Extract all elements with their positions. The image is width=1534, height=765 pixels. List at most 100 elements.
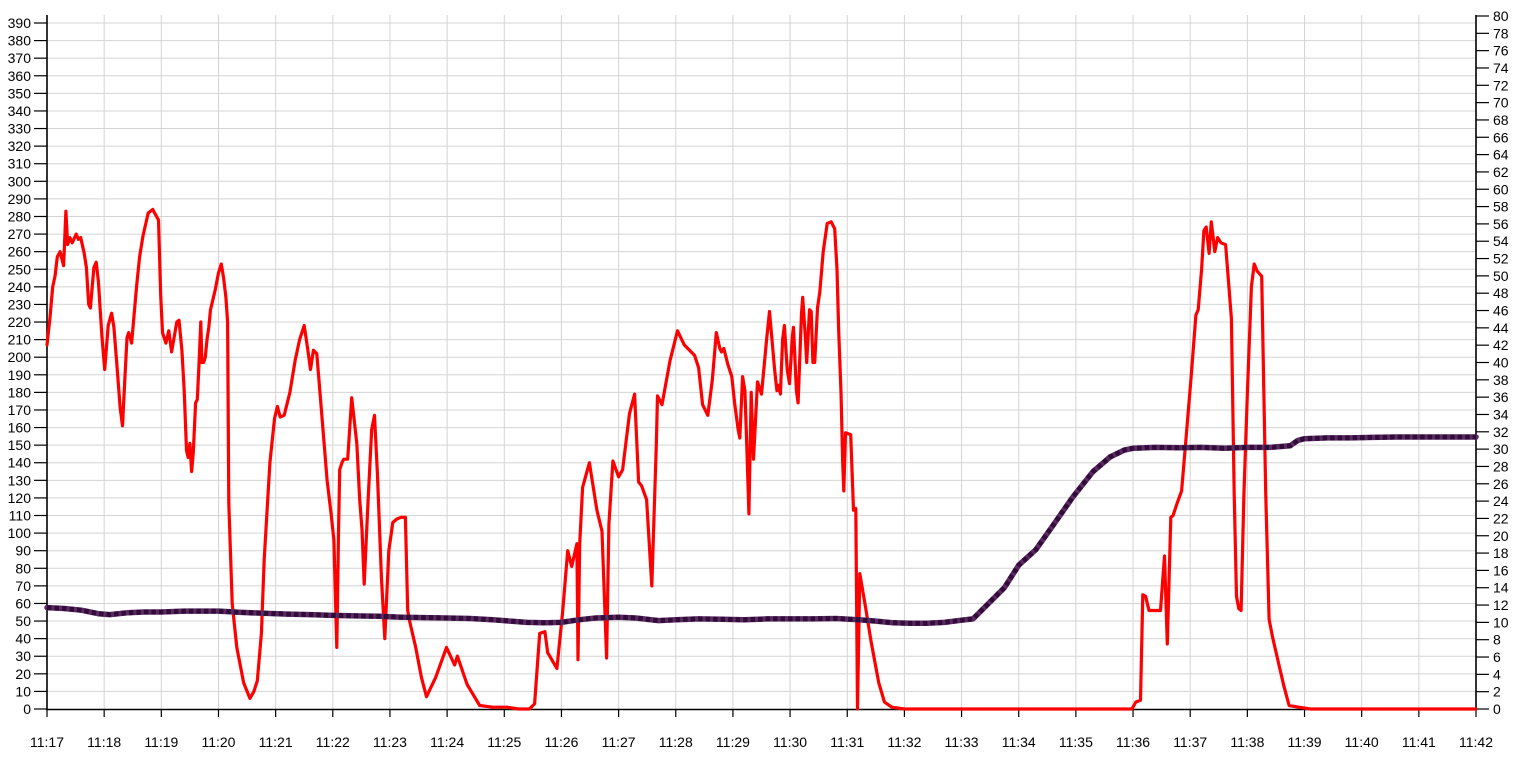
x-tick-label: 11:20 xyxy=(201,734,235,750)
y-left-tick-label: 100 xyxy=(8,525,32,541)
y-right-tick-label: 24 xyxy=(1493,493,1509,509)
red-line-path xyxy=(45,207,1478,711)
y-right-tick-label: 18 xyxy=(1493,545,1509,561)
y-left-tick-label: 220 xyxy=(8,314,32,330)
y-left-tick-label: 90 xyxy=(15,543,31,559)
x-tick-label: 11:22 xyxy=(316,734,350,750)
x-tick-label: 11:32 xyxy=(887,734,921,750)
x-tick-label: 11:26 xyxy=(544,734,578,750)
y-right-tick-label: 48 xyxy=(1493,285,1509,301)
y-right-tick-label: 66 xyxy=(1493,129,1509,145)
x-tick-label: 11:34 xyxy=(1002,734,1036,750)
y-left-tick-label: 300 xyxy=(8,173,32,189)
y-right-tick-label: 12 xyxy=(1493,597,1509,613)
y-left-tick-label: 350 xyxy=(8,85,32,101)
y-left-tick-label: 170 xyxy=(8,402,32,418)
y-left-tick-label: 390 xyxy=(8,15,32,31)
y-right-tick-label: 72 xyxy=(1493,77,1509,93)
x-tick-label: 11:38 xyxy=(1230,734,1264,750)
y-right-tick-label: 8 xyxy=(1493,632,1501,648)
y-right-tick-label: 34 xyxy=(1493,406,1509,422)
y-left-tick-label: 30 xyxy=(15,648,31,664)
y-right-tick-label: 60 xyxy=(1493,181,1509,197)
y-left-tick-label: 230 xyxy=(8,296,32,312)
y-left-tick-label: 260 xyxy=(8,244,32,260)
y-right-tick-label: 10 xyxy=(1493,614,1509,630)
y-right-tick-label: 64 xyxy=(1493,147,1509,163)
x-tick-label: 11:21 xyxy=(259,734,293,750)
x-tick-label: 11:18 xyxy=(87,734,121,750)
y-left-tick-label: 360 xyxy=(8,68,32,84)
y-right-tick-label: 32 xyxy=(1493,424,1509,440)
y-right-tick-label: 70 xyxy=(1493,95,1509,111)
y-right-tick-label: 50 xyxy=(1493,268,1509,284)
y-left-tick-label: 50 xyxy=(15,613,31,629)
x-tick-label: 11:24 xyxy=(430,734,464,750)
y-right-tick-label: 40 xyxy=(1493,355,1509,371)
x-tick-label: 11:25 xyxy=(487,734,521,750)
y-left-tick-label: 70 xyxy=(15,578,31,594)
y-right-tick-label: 68 xyxy=(1493,112,1509,128)
y-left-tick-label: 370 xyxy=(8,50,32,66)
y-left-tick-label: 10 xyxy=(15,683,31,699)
y-left-tick-label: 140 xyxy=(8,455,32,471)
y-left-tick-label: 250 xyxy=(8,261,32,277)
x-tick-label: 11:28 xyxy=(659,734,693,750)
y-left-tick-label: 270 xyxy=(8,226,32,242)
y-right-tick-label: 38 xyxy=(1493,372,1509,388)
y-right-tick-label: 44 xyxy=(1493,320,1509,336)
x-tick-label: 11:30 xyxy=(773,734,807,750)
y-left-tick-label: 110 xyxy=(9,508,32,524)
y-left-tick-label: 330 xyxy=(8,121,32,137)
y-right-tick-label: 22 xyxy=(1493,510,1509,526)
x-tick-label: 11:23 xyxy=(373,734,407,750)
x-tick-label: 11:40 xyxy=(1345,734,1379,750)
y-left-tick-label: 0 xyxy=(23,701,31,717)
y-right-tick-label: 74 xyxy=(1493,60,1509,76)
y-left-tick-label: 240 xyxy=(8,279,32,295)
y-right-tick-label: 52 xyxy=(1493,251,1509,267)
x-tick-label: 11:42 xyxy=(1459,734,1493,750)
y-left-tick-label: 40 xyxy=(15,631,31,647)
x-tick-label: 11:35 xyxy=(1059,734,1093,750)
x-tick-label: 11:19 xyxy=(144,734,178,750)
y-right-tick-label: 76 xyxy=(1493,43,1509,59)
y-right-tick-label: 42 xyxy=(1493,337,1509,353)
y-right-tick-label: 80 xyxy=(1493,8,1509,24)
y-left-tick-label: 200 xyxy=(8,349,32,365)
y-right-tick-label: 4 xyxy=(1493,666,1501,682)
x-tick-label: 11:31 xyxy=(830,734,864,750)
y-right-tick-label: 30 xyxy=(1493,441,1509,457)
y-left-tick-label: 60 xyxy=(15,595,31,611)
x-tick-label: 11:33 xyxy=(945,734,979,750)
y-right-tick-label: 46 xyxy=(1493,303,1509,319)
y-right-tick-label: 54 xyxy=(1493,233,1509,249)
y-left-tick-label: 130 xyxy=(8,472,32,488)
y-right-tick-label: 62 xyxy=(1493,164,1509,180)
y-left-tick-label: 150 xyxy=(8,437,32,453)
y-left-tick-label: 340 xyxy=(8,103,32,119)
y-left-tick-label: 190 xyxy=(8,367,32,383)
x-tick-label: 11:37 xyxy=(1173,734,1207,750)
y-left-tick-label: 180 xyxy=(8,384,32,400)
y-left-tick-label: 80 xyxy=(15,560,31,576)
x-tick-label: 11:36 xyxy=(1116,734,1150,750)
y-right-tick-label: 58 xyxy=(1493,199,1509,215)
x-tick-label: 11:41 xyxy=(1402,734,1436,750)
y-right-tick-label: 56 xyxy=(1493,216,1509,232)
y-left-tick-label: 280 xyxy=(8,208,32,224)
y-right-tick-label: 2 xyxy=(1493,684,1501,700)
y-left-tick-label: 20 xyxy=(15,666,31,682)
y-right-tick-label: 20 xyxy=(1493,528,1509,544)
y-left-tick-label: 210 xyxy=(8,332,32,348)
y-right-tick-label: 6 xyxy=(1493,649,1501,665)
y-right-tick-label: 26 xyxy=(1493,476,1509,492)
purple-line-markers xyxy=(46,434,1476,626)
y-right-tick-label: 0 xyxy=(1493,701,1501,717)
y-left-tick-label: 120 xyxy=(8,490,32,506)
y-left-tick-label: 380 xyxy=(8,33,32,49)
y-right-tick-label: 36 xyxy=(1493,389,1509,405)
x-tick-label: 11:27 xyxy=(602,734,636,750)
y-left-tick-label: 310 xyxy=(8,156,32,172)
